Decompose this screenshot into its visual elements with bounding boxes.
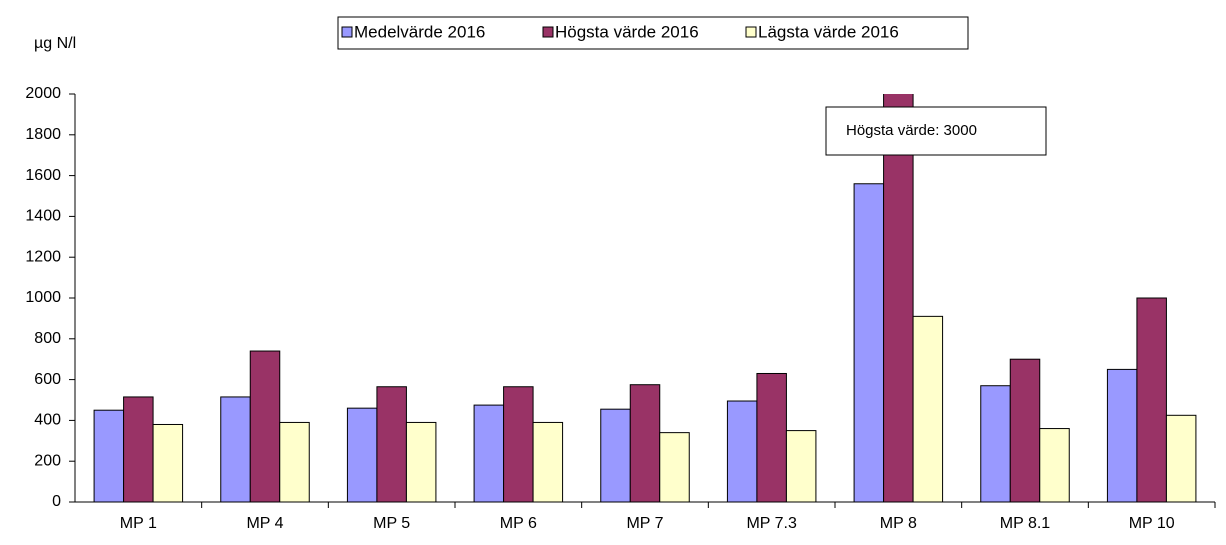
- bar: [1009, 358, 1041, 503]
- y-tick-label: 200: [34, 452, 61, 469]
- bar: [1039, 428, 1070, 503]
- x-tick-label: MP 8: [880, 515, 917, 532]
- y-tick-label: 800: [34, 330, 61, 347]
- y-tick-label: 2000: [25, 85, 61, 102]
- bar: [912, 315, 944, 503]
- bar: [532, 421, 564, 503]
- x-tick-label: MP 5: [373, 515, 410, 532]
- bar: [279, 421, 310, 503]
- bar: [1106, 368, 1138, 503]
- x-tick-label: MP 1: [120, 515, 157, 532]
- legend-swatch: [341, 26, 353, 38]
- legend-swatch: [542, 26, 554, 38]
- bar: [473, 404, 505, 503]
- bar: [629, 384, 661, 503]
- y-tick-label: 1400: [25, 208, 61, 225]
- legend: Medelvärde 2016 Högsta värde 2016 Lägsta v…: [337, 16, 969, 50]
- y-tick-label: 1800: [25, 126, 61, 143]
- bar: [600, 408, 631, 503]
- bar: [980, 385, 1011, 503]
- bar: [883, 94, 914, 503]
- legend-label: Medelvärde 2016: [354, 22, 485, 41]
- bar: [659, 432, 690, 503]
- bar: [785, 430, 817, 503]
- bar: [220, 396, 251, 503]
- bar: [726, 400, 758, 503]
- bar: [346, 407, 378, 503]
- y-tick-label: 400: [34, 412, 61, 429]
- annotation-box: [825, 106, 1047, 156]
- y-axis-label: µg N/l: [34, 35, 76, 52]
- x-tick-label: MP 7.3: [746, 515, 797, 532]
- bar: [405, 421, 437, 503]
- bar: [756, 372, 787, 503]
- bar: [93, 409, 125, 503]
- bar: [152, 423, 184, 503]
- bar: [1165, 414, 1197, 503]
- legend-label: Högsta värde 2016: [555, 22, 699, 41]
- x-tick-label: MP 7: [626, 515, 663, 532]
- x-tick-label: MP 10: [1129, 515, 1175, 532]
- annotation: Högsta värde: 3000: [846, 122, 977, 139]
- legend-box: [337, 16, 969, 50]
- legend-swatch: [745, 26, 757, 38]
- y-tick-label: 1600: [25, 167, 61, 184]
- bar: [853, 183, 885, 503]
- bar: [503, 386, 534, 503]
- y-tick-label: 1200: [25, 248, 61, 265]
- x-tick-label: MP 6: [500, 515, 537, 532]
- x-tick-label: MP 8.1: [1000, 515, 1051, 532]
- bar: [1136, 297, 1167, 503]
- legend-label: Lägsta värde 2016: [758, 22, 899, 41]
- bar: [123, 396, 154, 503]
- plot-area: [93, 94, 1197, 503]
- y-tick-label: 0: [52, 493, 61, 510]
- y-tick-label: 600: [34, 371, 61, 388]
- bar: [376, 386, 407, 503]
- x-tick-label: MP 4: [246, 515, 283, 532]
- bar: [249, 350, 281, 503]
- y-tick-label: 1000: [25, 289, 61, 306]
